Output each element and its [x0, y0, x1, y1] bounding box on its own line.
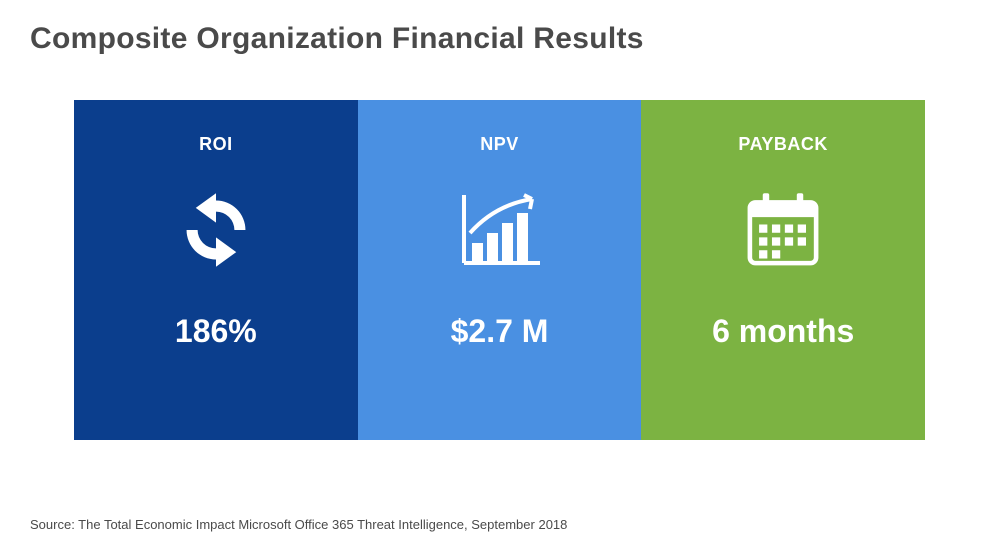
roi-label: ROI: [199, 134, 233, 155]
page-root: Composite Organization Financial Results…: [0, 0, 999, 550]
npv-value: $2.7 M: [451, 313, 549, 350]
refresh-cycle-icon: [170, 155, 262, 305]
payback-card: PAYBACK: [641, 100, 925, 440]
npv-label: NPV: [480, 134, 519, 155]
metric-cards-row: ROI 186% NPV: [74, 100, 925, 440]
roi-card: ROI 186%: [74, 100, 358, 440]
payback-label: PAYBACK: [738, 134, 828, 155]
calendar-icon: [737, 155, 829, 305]
roi-value: 186%: [175, 313, 257, 350]
source-citation: Source: The Total Economic Impact Micros…: [30, 517, 567, 532]
payback-value: 6 months: [712, 313, 854, 350]
page-title: Composite Organization Financial Results: [30, 22, 969, 56]
npv-card: NPV $2.7 M: [358, 100, 642, 440]
growth-chart-icon: [450, 155, 550, 305]
